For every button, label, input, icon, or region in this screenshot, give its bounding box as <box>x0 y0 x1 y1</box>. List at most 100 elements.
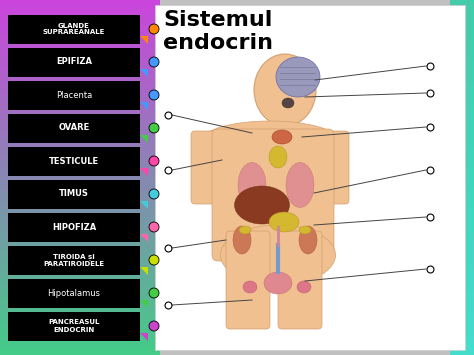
Bar <box>0 158 160 160</box>
Bar <box>450 21 474 23</box>
Bar <box>0 59 160 60</box>
Bar <box>0 115 160 117</box>
Bar <box>0 298 160 300</box>
Bar <box>0 346 160 348</box>
Bar <box>450 275 474 277</box>
Bar <box>450 344 474 346</box>
Ellipse shape <box>233 226 251 254</box>
Bar <box>0 293 160 295</box>
Circle shape <box>149 189 159 199</box>
Ellipse shape <box>269 146 287 168</box>
Bar <box>450 0 474 2</box>
Bar <box>0 138 160 140</box>
Bar <box>275 95 295 127</box>
Bar <box>0 312 160 314</box>
Bar <box>0 50 160 51</box>
Bar <box>0 80 160 82</box>
Bar <box>450 133 474 135</box>
Bar <box>450 307 474 309</box>
Bar <box>8 48 140 76</box>
Bar <box>450 59 474 60</box>
Bar <box>450 241 474 243</box>
Bar <box>0 39 160 41</box>
Bar <box>450 195 474 197</box>
Bar <box>0 248 160 250</box>
Bar <box>450 348 474 350</box>
Bar <box>0 227 160 229</box>
Bar <box>0 197 160 199</box>
Bar <box>450 261 474 263</box>
Bar <box>450 231 474 233</box>
Bar <box>0 282 160 284</box>
Bar <box>0 240 160 241</box>
Bar <box>0 122 160 124</box>
Bar <box>450 44 474 46</box>
Bar <box>450 106 474 108</box>
Text: EPIFIZA: EPIFIZA <box>56 58 92 66</box>
Bar <box>450 110 474 112</box>
Polygon shape <box>140 201 148 208</box>
Bar <box>450 30 474 32</box>
Bar <box>450 240 474 241</box>
Bar <box>450 270 474 272</box>
Bar <box>0 44 160 46</box>
Bar <box>450 257 474 259</box>
Bar <box>0 0 160 2</box>
Text: TESTICULE: TESTICULE <box>49 157 99 165</box>
Bar <box>450 332 474 334</box>
Bar <box>450 147 474 149</box>
Bar <box>450 296 474 298</box>
Bar <box>0 126 160 128</box>
Bar <box>450 185 474 186</box>
Bar <box>450 76 474 78</box>
Bar <box>0 206 160 208</box>
Bar <box>450 335 474 337</box>
Bar <box>450 245 474 247</box>
Bar <box>450 80 474 82</box>
Bar <box>0 174 160 176</box>
Bar <box>0 163 160 165</box>
Bar <box>450 53 474 55</box>
Circle shape <box>149 255 159 265</box>
Bar <box>450 248 474 250</box>
Bar <box>0 91 160 92</box>
Bar <box>0 318 160 320</box>
Polygon shape <box>140 168 148 175</box>
Bar <box>450 66 474 67</box>
Bar <box>450 224 474 225</box>
Bar <box>450 39 474 41</box>
Bar <box>450 158 474 160</box>
Bar <box>0 199 160 201</box>
Bar <box>450 334 474 335</box>
Bar <box>0 4 160 5</box>
Bar <box>0 316 160 318</box>
Bar <box>450 130 474 131</box>
Bar <box>450 330 474 332</box>
Bar <box>0 193 160 195</box>
Bar <box>450 144 474 146</box>
Bar <box>450 114 474 115</box>
Bar <box>0 270 160 272</box>
Bar <box>8 279 140 307</box>
Bar <box>0 5 160 7</box>
Bar <box>0 325 160 327</box>
Bar <box>450 211 474 213</box>
Bar <box>0 144 160 146</box>
FancyBboxPatch shape <box>321 131 349 204</box>
Bar <box>0 335 160 337</box>
Bar <box>0 67 160 69</box>
Bar <box>0 73 160 75</box>
Bar <box>450 119 474 121</box>
Bar <box>0 288 160 289</box>
Bar <box>0 183 160 185</box>
Bar <box>450 5 474 7</box>
Bar <box>0 332 160 334</box>
Bar <box>0 273 160 275</box>
Bar <box>0 225 160 227</box>
Bar <box>0 202 160 204</box>
Bar <box>450 117 474 119</box>
Bar <box>0 296 160 298</box>
Bar <box>0 279 160 280</box>
Circle shape <box>149 123 159 133</box>
Bar <box>450 43 474 44</box>
